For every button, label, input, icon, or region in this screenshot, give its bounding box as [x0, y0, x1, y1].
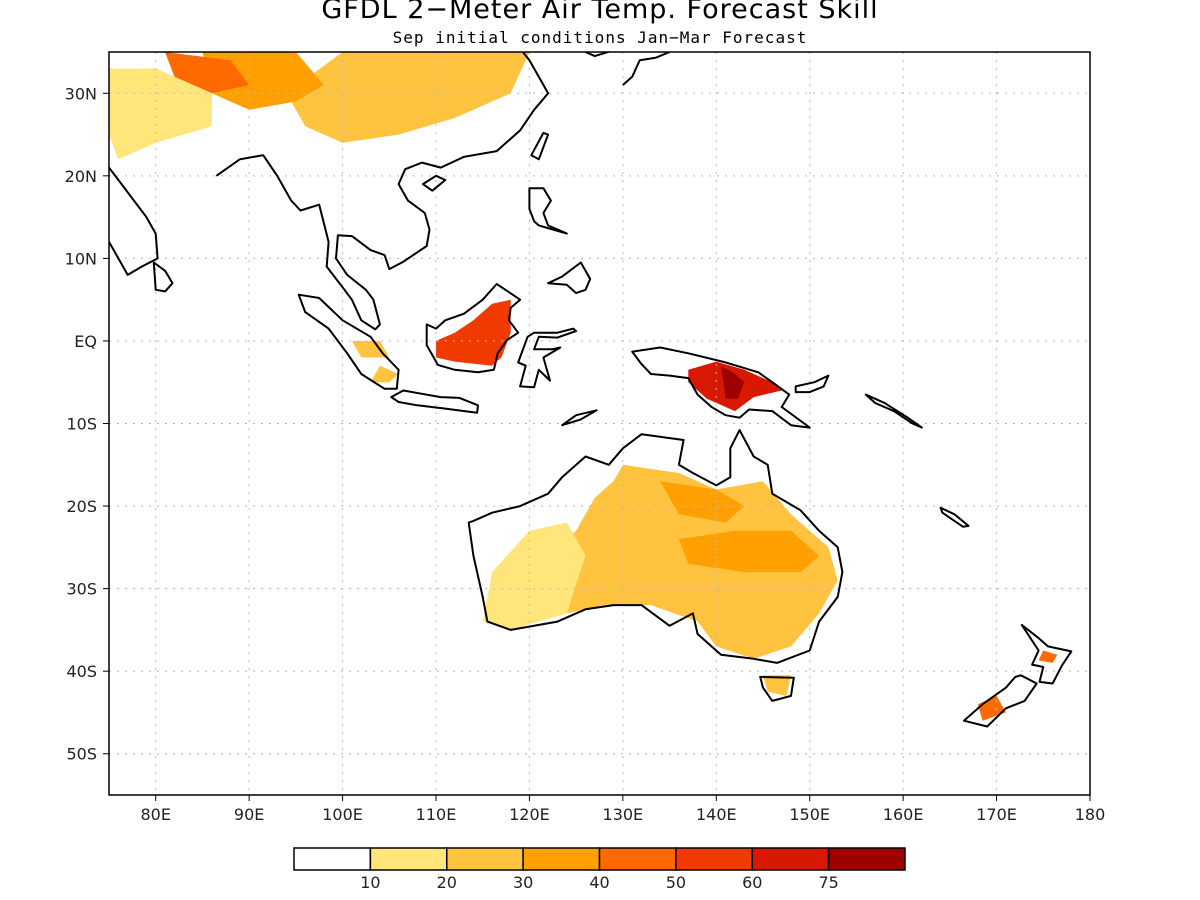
coastline-asia-mainland [109, 166, 159, 276]
legend-label-60: 60 [742, 873, 762, 892]
lat-tick-label--20: 20S [66, 497, 97, 516]
lat-tick-label--50: 50S [66, 745, 97, 764]
coastline-hainan [421, 174, 447, 192]
coastline-new-guinea [631, 346, 811, 429]
skill-region-new-guinea-core [721, 365, 745, 399]
coastline-new-britain [794, 374, 830, 394]
legend-swatch-1 [369, 847, 448, 871]
skill-region-java-patch [370, 365, 399, 383]
color-legend: 10 20 30 40 50 60 75 [293, 847, 906, 892]
skill-region-new-zealand-south [977, 695, 1006, 721]
coastline-asia-mainland-east [215, 52, 550, 331]
lon-tick-label-160: 160E [883, 805, 924, 824]
coastline-australia [467, 429, 844, 664]
legend-swatch-2 [446, 847, 524, 871]
coastline-tasmania [759, 675, 795, 702]
coastline-sumatra [297, 293, 400, 390]
legend-label-50: 50 [666, 873, 686, 892]
skill-region-tasmania [763, 675, 791, 696]
skill-region-australia-southwest [482, 522, 586, 630]
coastline-borneo [425, 283, 522, 374]
coastline-nz-north [1020, 623, 1073, 685]
lon-tick-label-180: 180 [1075, 805, 1106, 824]
lat-tick-label-30: 30N [65, 84, 97, 103]
lat-tick-label-0: EQ [74, 332, 97, 351]
coastline-nz-south [962, 674, 1038, 728]
map-subtitle: Sep initial conditions Jan−Mar Forecast [392, 28, 808, 47]
legend-swatch-6 [751, 847, 830, 871]
coastline-japan [622, 52, 670, 86]
coastline-luzon [528, 187, 568, 235]
coastline-solomons [864, 393, 923, 429]
legend-label-30: 30 [513, 873, 533, 892]
coastline-korea-japan [585, 52, 612, 58]
legend-swatch-0 [293, 847, 372, 871]
coastline-timor [561, 409, 598, 427]
lon-tick-label-170: 170E [976, 805, 1017, 824]
lat-tick-label--10: 10S [66, 415, 97, 434]
skill-region-sumatra-patch [351, 340, 390, 358]
lat-tick-label-20: 20N [65, 167, 97, 186]
legend-label-40: 40 [589, 873, 609, 892]
skill-region-australia-central-band [678, 530, 820, 573]
legend-swatch-3 [522, 847, 601, 871]
gridlines [109, 52, 1090, 795]
lat-tick-label--40: 40S [66, 662, 97, 681]
skill-region-borneo [436, 299, 511, 366]
axis-ticks: 80E 90E 100E 110E 120E 130E 140E 150E 160E 170E 18… [65, 84, 1106, 824]
skill-shading-layer [109, 52, 1058, 721]
skill-region-new-zealand-north [1038, 650, 1058, 663]
coastline-layer [109, 52, 1073, 728]
lon-tick-label-150: 150E [789, 805, 830, 824]
lat-tick-label--30: 30S [66, 580, 97, 599]
skill-region-himalaya [165, 52, 250, 94]
legend-swatch-5 [675, 847, 753, 871]
lon-tick-label-80: 80E [140, 805, 170, 824]
map-title: GFDL 2−Meter Air Temp. Forecast Skill [321, 0, 879, 25]
coastline-java [390, 389, 479, 414]
legend-label-20: 20 [437, 873, 457, 892]
legend-label-10: 10 [360, 873, 380, 892]
legend-swatch-7 [827, 847, 906, 871]
legend-swatch-4 [598, 847, 677, 871]
lon-tick-label-120: 120E [509, 805, 550, 824]
coastline-new-caledonia [939, 506, 970, 528]
legend-label-75: 75 [818, 873, 838, 892]
coastline-sri-lanka [152, 261, 174, 293]
coastline-sulawesi [517, 327, 578, 389]
coastline-taiwan [530, 131, 550, 161]
lat-tick-label-10: 10N [65, 249, 97, 268]
lon-tick-label-100: 100E [322, 805, 363, 824]
skill-region-australia-north-band [660, 481, 745, 523]
coastline-mindanao [547, 261, 592, 295]
skill-region-china [286, 52, 530, 143]
skill-region-india-north [109, 68, 212, 160]
lon-tick-label-110: 110E [416, 805, 457, 824]
lon-tick-label-90: 90E [234, 805, 264, 824]
lon-tick-label-140: 140E [696, 805, 737, 824]
lon-tick-label-130: 130E [603, 805, 644, 824]
